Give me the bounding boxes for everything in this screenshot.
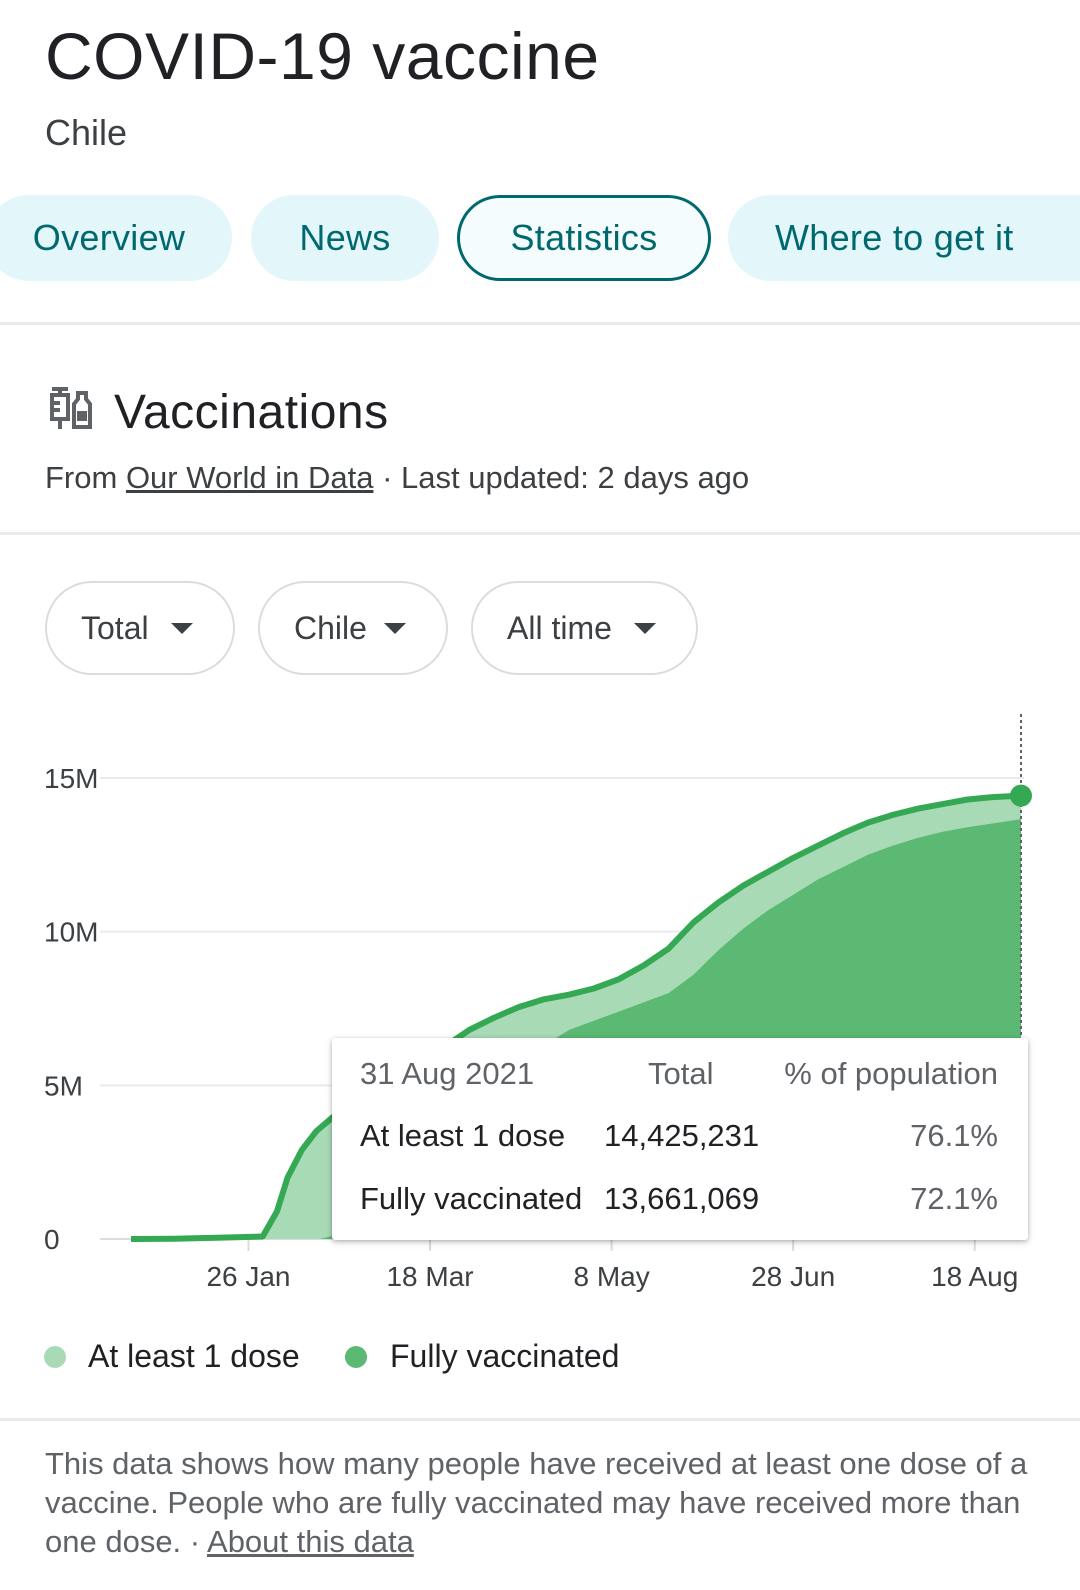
tab-news[interactable]: News	[251, 195, 439, 281]
tab-where-to-get-it[interactable]: Where to get it	[728, 195, 1080, 281]
footer-separator: ·	[181, 1524, 208, 1559]
filter-country-label: Chile	[294, 609, 367, 646]
y-tick-label: 15M	[44, 763, 98, 794]
source-prefix: From	[45, 460, 126, 495]
x-tick-label: 26 Jan	[206, 1261, 290, 1292]
filter-total-dropdown[interactable]: Total	[45, 581, 235, 675]
tooltip-date: 31 Aug 2021	[360, 1056, 535, 1091]
y-tick-label: 10M	[44, 917, 98, 948]
tooltip-row-label: At least 1 dose	[360, 1118, 566, 1153]
chart-tooltip: 31 Aug 2021 Total % of population At lea…	[332, 1038, 1028, 1240]
footer-text: This data shows how many people have rec…	[45, 1446, 1028, 1559]
tooltip-row-pct: 76.1%	[910, 1118, 998, 1153]
vaccine-icon	[50, 387, 92, 429]
divider	[0, 322, 1080, 325]
x-tick-label: 18 Aug	[931, 1261, 1018, 1292]
footer-note: This data shows how many people have rec…	[45, 1444, 1035, 1561]
section-title: Vaccinations	[114, 386, 389, 439]
dropdown-arrow-icon	[384, 623, 406, 634]
filter-time-range-dropdown[interactable]: All time	[471, 581, 698, 675]
legend-label-dose1: At least 1 dose	[88, 1338, 300, 1374]
y-tick-label: 5M	[44, 1070, 83, 1101]
hover-point	[1010, 784, 1032, 807]
legend-dot-full	[345, 1346, 367, 1368]
tooltip-col-total: Total	[648, 1056, 714, 1091]
source-line: From Our World in Data · Last updated: 2…	[45, 460, 749, 496]
dropdown-arrow-icon	[171, 623, 193, 634]
filter-country-dropdown[interactable]: Chile	[258, 581, 448, 675]
x-tick-label: 8 May	[573, 1261, 649, 1292]
divider	[0, 532, 1080, 535]
legend-dot-dose1	[44, 1346, 66, 1368]
y-tick-label: 0	[44, 1224, 60, 1255]
tooltip-row-pct: 72.1%	[910, 1181, 998, 1216]
filter-time-range-label: All time	[507, 609, 612, 646]
dropdown-arrow-icon	[634, 623, 656, 634]
tooltip-row-label: Fully vaccinated	[360, 1181, 583, 1216]
page-title: COVID-19 vaccine	[45, 19, 600, 93]
divider	[0, 1418, 1080, 1421]
last-updated: · Last updated: 2 days ago	[373, 460, 750, 495]
tooltip-row-total: 14,425,231	[604, 1118, 760, 1153]
line-at-least-1-dose	[130, 792, 1022, 1242]
x-tick-label: 18 Mar	[386, 1261, 473, 1292]
tooltip-col-pct: % of population	[784, 1056, 998, 1091]
tab-statistics[interactable]: Statistics	[457, 195, 711, 281]
tab-bar: Overview News Statistics Where to get it	[0, 195, 1080, 283]
filter-total-label: Total	[81, 609, 149, 646]
page-subtitle: Chile	[45, 112, 128, 153]
tooltip-row-total: 13,661,069	[604, 1181, 760, 1216]
x-tick-label: 28 Jun	[751, 1261, 835, 1292]
source-link[interactable]: Our World in Data	[125, 460, 374, 495]
tab-overview[interactable]: Overview	[0, 195, 232, 281]
legend-label-full: Fully vaccinated	[390, 1338, 620, 1374]
about-data-link[interactable]: About this data	[207, 1524, 414, 1559]
